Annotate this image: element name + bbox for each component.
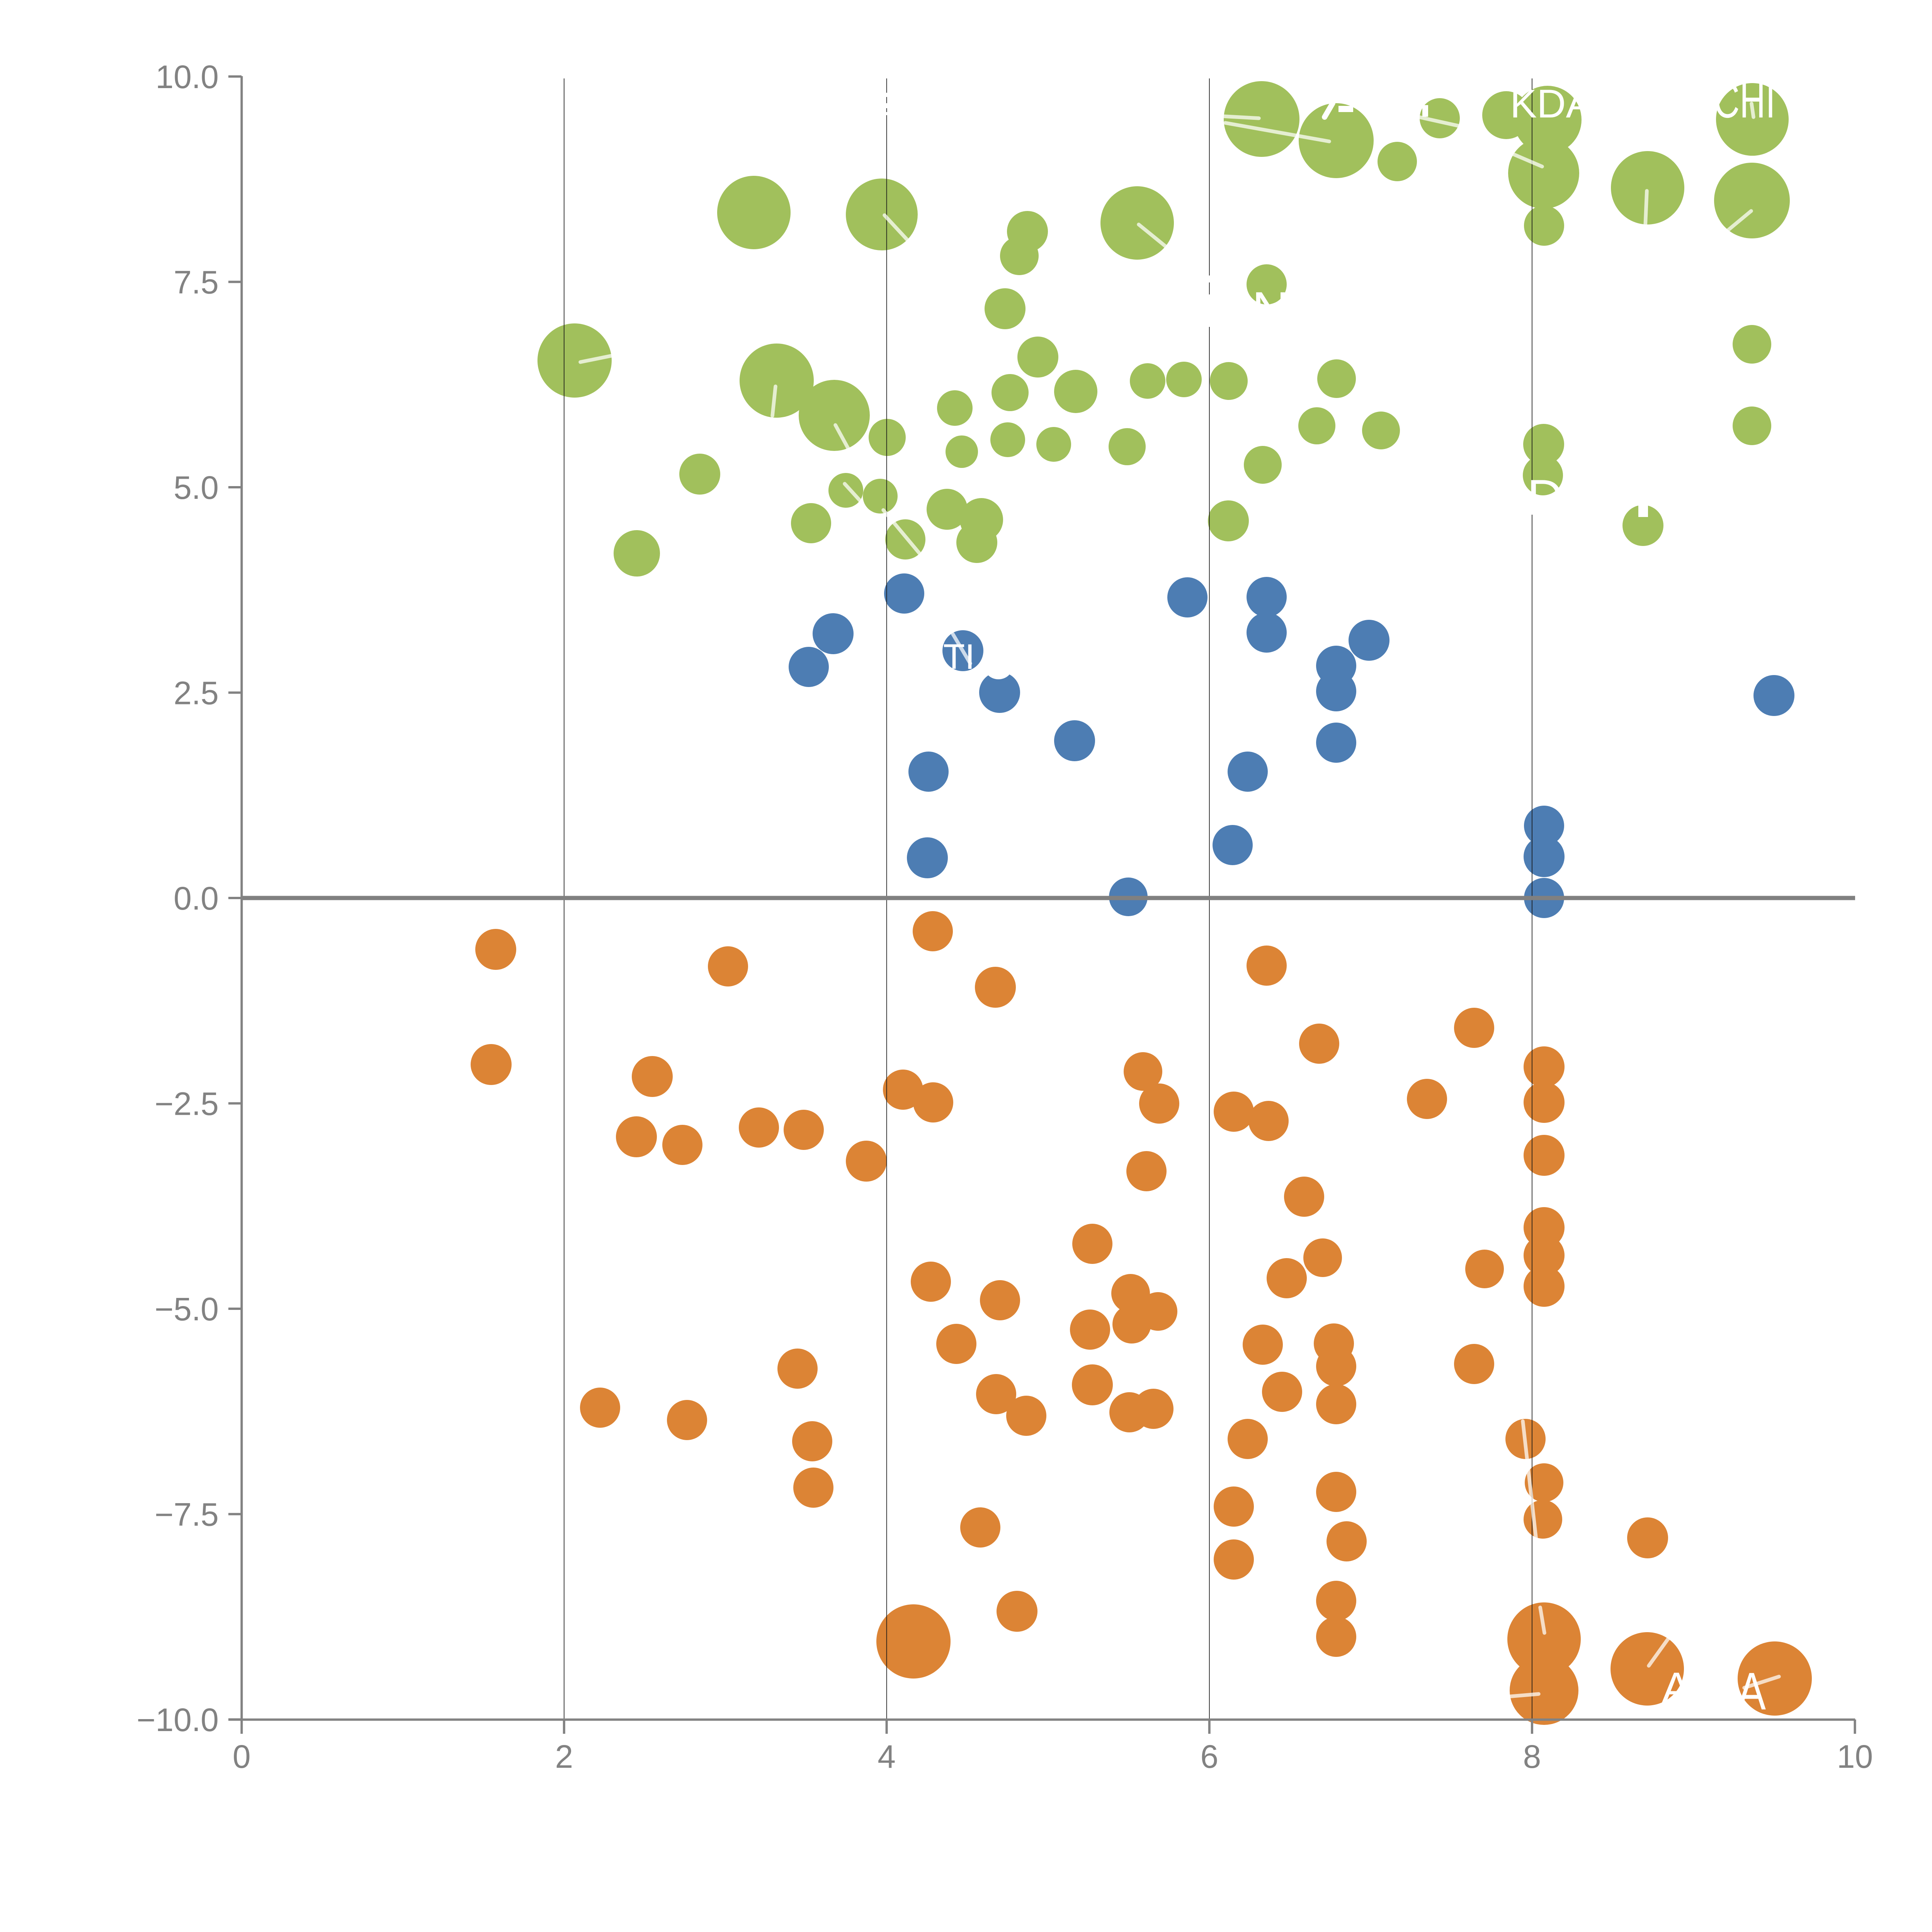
svg-text:−2.5: −2.5 <box>155 1086 219 1122</box>
svg-text:−7.5: −7.5 <box>155 1497 219 1533</box>
svg-text:A: A <box>1737 1662 1766 1721</box>
svg-text:10.0: 10.0 <box>156 59 219 95</box>
svg-text:7.5: 7.5 <box>173 264 219 301</box>
svg-text:0.0: 0.0 <box>173 880 219 917</box>
svg-text:2: 2 <box>555 1738 573 1775</box>
svg-text:8: 8 <box>1523 1738 1541 1775</box>
svg-text:N: N <box>1252 282 1289 339</box>
svg-text:−5.0: −5.0 <box>155 1291 219 1327</box>
svg-text:CHI: CHI <box>1714 72 1776 128</box>
svg-text:KDA: KDA <box>1510 82 1593 126</box>
svg-text:TI: TI <box>943 637 975 677</box>
svg-text:0: 0 <box>233 1738 251 1775</box>
svg-text:5.0: 5.0 <box>173 469 219 506</box>
svg-text:4: 4 <box>878 1738 896 1775</box>
svg-text:D: D <box>1527 469 1563 526</box>
svg-text:−10.0: −10.0 <box>136 1702 219 1738</box>
svg-text:10: 10 <box>1837 1738 1873 1775</box>
svg-text:6: 6 <box>1200 1738 1218 1775</box>
svg-text:A: A <box>1662 1663 1691 1713</box>
svg-text:2.5: 2.5 <box>173 675 219 711</box>
